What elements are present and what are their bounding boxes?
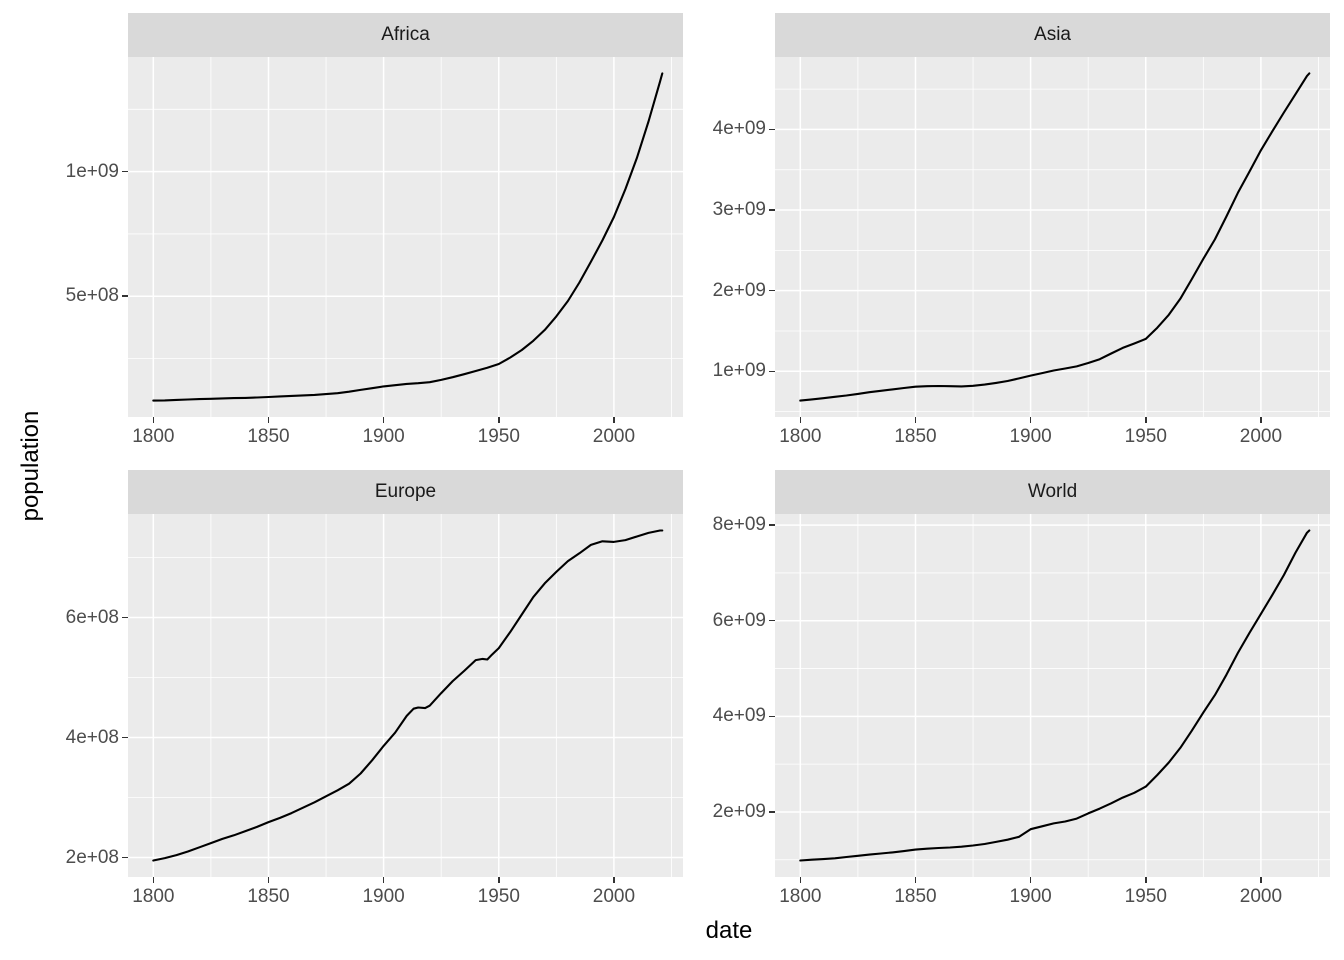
y-tick-label: 1e+09 (712, 360, 766, 382)
x-tick-mark (613, 417, 615, 423)
x-tick-mark (152, 877, 155, 883)
x-tick-label: 1950 (477, 426, 520, 447)
y-tick-mark (769, 524, 775, 526)
x-tick-mark (498, 877, 500, 883)
y-tick-label: 6e+08 (65, 606, 119, 628)
x-tick-label: 2000 (592, 426, 636, 447)
facet-africa: Africa 1800 1850 1900 1950 2000 5e+08 1e+09 (66, 13, 683, 447)
y-tick-label: 2e+09 (712, 279, 766, 301)
y-tick-mark (769, 128, 775, 131)
y-tick-mark (769, 619, 775, 622)
x-tick-mark (382, 877, 385, 883)
x-tick-label: 2000 (1239, 426, 1283, 447)
y-tick-mark (769, 811, 775, 813)
y-tick-label: 4e+09 (712, 705, 766, 727)
x-tick-mark (267, 877, 270, 883)
x-tick-label: 1950 (1124, 426, 1167, 447)
y-tick-mark (769, 209, 775, 211)
facet-panel-europe (128, 514, 683, 877)
x-tick-mark (799, 417, 802, 423)
facet-strip-world: World (775, 470, 1330, 514)
x-tick-mark (382, 417, 385, 423)
x-tick-label: 1850 (894, 886, 937, 907)
facet-strip-africa: Africa (128, 13, 683, 57)
facet-europe: Europe 1800 1850 1900 1950 2000 2e+08 4e+08 6e+… (66, 470, 683, 907)
y-tick-mark (122, 736, 128, 739)
y-tick-mark (769, 289, 775, 292)
x-tick-mark (267, 417, 270, 423)
x-tick-mark (152, 417, 155, 423)
y-tick-label: 1e+09 (65, 160, 119, 182)
y-tick-mark (122, 170, 128, 173)
x-tick-mark (914, 877, 917, 883)
x-tick-label: 1800 (779, 426, 822, 447)
y-tick-label: 4e+08 (65, 726, 119, 748)
y-tick-mark (122, 616, 128, 619)
facet-world: World 1800 1850 1900 1950 2000 2e+09 4e+09 6e+0… (713, 470, 1330, 907)
x-tick-mark (1145, 877, 1147, 883)
x-tick-mark (1260, 877, 1262, 883)
x-tick-mark (799, 877, 802, 883)
x-tick-label: 1850 (247, 886, 290, 907)
population-line-europe (152, 529, 664, 862)
population-line-asia (799, 72, 1311, 402)
x-tick-label: 1900 (1009, 886, 1052, 907)
y-tick-label: 5e+08 (65, 285, 119, 307)
x-tick-label: 2000 (592, 886, 636, 907)
facet-asia: Asia 1800 1850 1900 1950 2000 1e+09 2e+09 3e+09… (713, 13, 1330, 447)
x-tick-label: 1950 (1124, 886, 1167, 907)
x-tick-label: 1800 (779, 886, 822, 907)
x-axis-title: date (705, 917, 753, 944)
x-tick-mark (613, 877, 615, 883)
x-tick-label: 1850 (894, 426, 937, 447)
y-axis-title: population (17, 410, 44, 522)
x-tick-mark (914, 417, 917, 423)
y-tick-mark (769, 370, 775, 373)
facet-strip-label-asia: Asia (1034, 24, 1071, 45)
facet-panel-world (775, 514, 1330, 877)
y-tick-label: 8e+09 (712, 514, 766, 536)
y-tick-label: 4e+09 (712, 118, 766, 140)
facet-strip-asia: Asia (775, 13, 1330, 57)
y-tick-label: 3e+09 (712, 199, 766, 221)
y-tick-label: 6e+09 (712, 609, 766, 631)
x-tick-label: 1900 (362, 426, 405, 447)
facet-panel-asia (775, 57, 1330, 417)
x-tick-label: 1900 (362, 886, 405, 907)
x-tick-label: 1950 (477, 886, 520, 907)
facet-strip-europe: Europe (128, 470, 683, 514)
y-tick-mark (122, 856, 128, 859)
x-tick-mark (498, 417, 500, 423)
facet-strip-label-world: World (1027, 481, 1078, 502)
x-tick-mark (1260, 417, 1262, 423)
y-tick-mark (122, 295, 128, 297)
x-tick-label: 1850 (247, 426, 290, 447)
x-tick-label: 2000 (1239, 886, 1283, 907)
population-line-africa (152, 72, 664, 402)
x-tick-mark (1029, 417, 1032, 423)
y-tick-mark (769, 715, 775, 718)
facet-strip-label-africa: Africa (381, 24, 430, 45)
y-tick-label: 2e+09 (712, 800, 766, 822)
facet-strip-label-europe: Europe (374, 481, 437, 502)
x-tick-label: 1800 (132, 886, 175, 907)
facet-panel-africa (128, 57, 683, 417)
x-tick-label: 1900 (1009, 426, 1052, 447)
x-tick-mark (1145, 417, 1147, 423)
y-tick-label: 2e+08 (65, 846, 119, 868)
population-line-world (799, 529, 1311, 862)
x-tick-mark (1029, 877, 1032, 883)
x-tick-label: 1800 (132, 426, 175, 447)
